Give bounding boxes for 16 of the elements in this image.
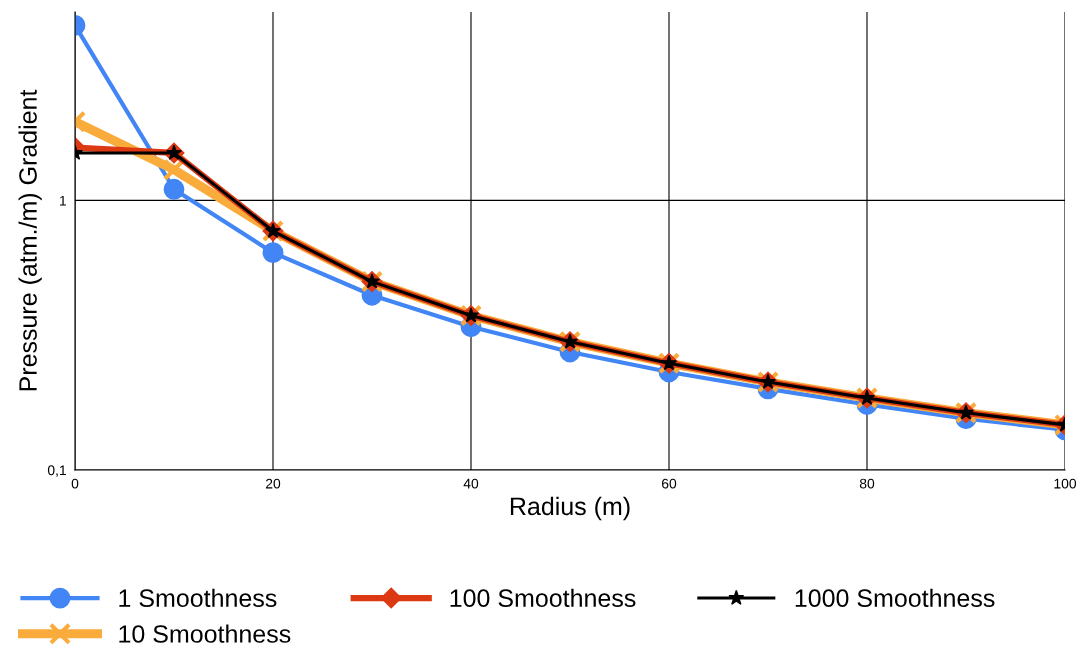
y-tick-label: 0,1: [47, 465, 66, 477]
point: [163, 178, 185, 200]
x-tick-label: 40: [463, 478, 479, 489]
legend-label: 100 Smoothness: [450, 588, 636, 608]
x-tick-label: 60: [661, 478, 677, 489]
legend-label: 1 Smoothness: [119, 588, 277, 608]
legend-label: 1000 Smoothness: [795, 588, 995, 608]
y-tick-label: 1: [60, 195, 66, 206]
x-tick-label: 0: [71, 478, 79, 489]
x-tick-label: 80: [859, 478, 875, 489]
legend-label: 10 Smoothness: [119, 624, 291, 643]
y-axis-title: Pressure (atm./m) Gradient: [18, 89, 42, 391]
x-tick-label: 20: [265, 478, 281, 489]
x-tick-label: 100: [1054, 478, 1077, 489]
point: [262, 242, 284, 264]
x-axis-title: Radius (m): [510, 496, 630, 521]
